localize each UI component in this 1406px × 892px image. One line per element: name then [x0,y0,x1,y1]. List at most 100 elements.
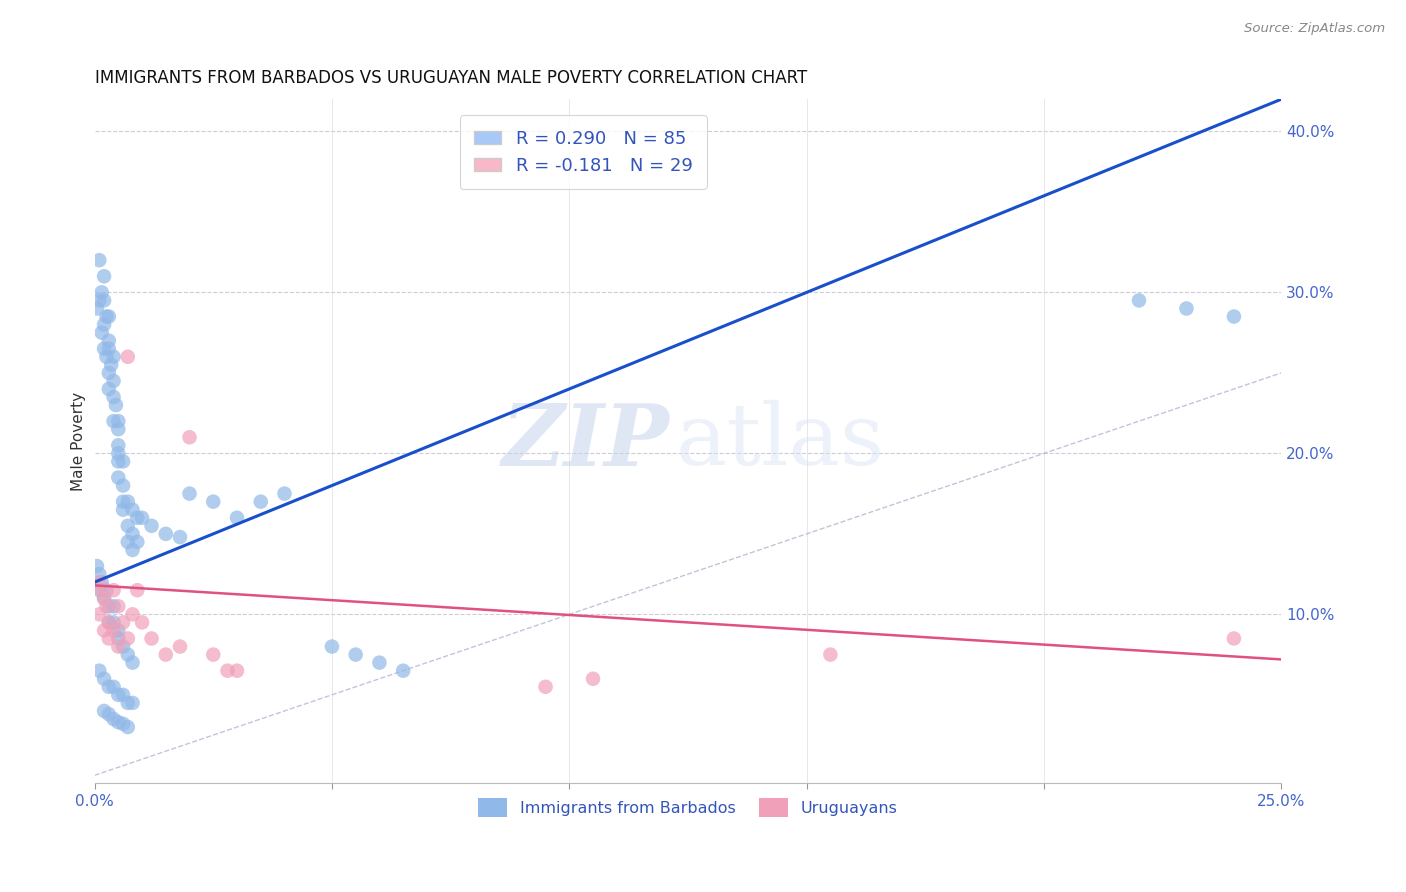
Point [103,583,125,598]
Point [103,374,125,388]
Point [117,696,139,710]
Point [103,599,125,614]
Point [141,632,163,646]
Point [86,559,108,574]
Point [97,707,120,722]
Point [103,680,125,694]
Point [96,350,118,364]
Point [93,342,115,356]
Point [202,494,225,508]
Text: Source: ZipAtlas.com: Source: ZipAtlas.com [1244,22,1385,36]
Point [90,326,112,340]
Point [93,704,115,718]
Point [112,615,135,630]
Point [93,591,115,606]
Point [112,640,135,654]
Point [131,510,153,524]
Point [103,712,125,726]
Point [96,583,118,598]
Point [97,334,120,348]
Point [582,672,605,686]
Point [103,624,125,638]
Point [1128,293,1150,308]
Point [97,632,120,646]
Point [107,446,129,460]
Point [103,390,125,404]
Point [90,583,112,598]
Point [117,648,139,662]
Point [112,688,135,702]
Point [820,648,842,662]
Point [392,664,415,678]
Point [89,583,111,598]
Point [141,518,163,533]
Point [121,526,143,541]
Point [107,414,129,428]
Point [112,494,135,508]
Point [89,607,111,622]
Point [321,640,343,654]
Point [1175,301,1198,316]
Point [273,486,295,500]
Point [96,310,118,324]
Point [117,632,139,646]
Point [97,615,120,630]
Point [93,269,115,284]
Point [97,382,120,396]
Point [117,720,139,734]
Point [107,640,129,654]
Point [368,656,391,670]
Point [100,358,122,372]
Point [104,398,127,412]
Point [127,583,149,598]
Point [93,591,115,606]
Point [97,366,120,380]
Point [107,438,129,452]
Point [226,664,249,678]
Point [169,530,191,544]
Point [103,350,125,364]
Point [107,454,129,468]
Point [96,599,118,614]
Point [107,624,129,638]
Point [1223,632,1246,646]
Point [121,656,143,670]
Point [112,478,135,492]
Point [93,624,115,638]
Point [97,680,120,694]
Point [117,535,139,549]
Point [107,422,129,436]
Point [107,599,129,614]
Point [93,293,115,308]
Point [93,672,115,686]
Text: atlas: atlas [676,400,886,483]
Point [103,615,125,630]
Point [179,486,201,500]
Text: IMMIGRANTS FROM BARBADOS VS URUGUAYAN MALE POVERTY CORRELATION CHART: IMMIGRANTS FROM BARBADOS VS URUGUAYAN MA… [94,69,807,87]
Text: ZIP: ZIP [502,400,671,483]
Point [127,510,149,524]
Point [112,454,135,468]
Point [155,526,177,541]
Point [121,543,143,558]
Point [179,430,201,444]
Y-axis label: Male Poverty: Male Poverty [72,392,86,491]
Point [97,599,120,614]
Point [89,664,111,678]
Point [112,716,135,731]
Point [121,607,143,622]
Point [534,680,557,694]
Point [97,615,120,630]
Point [89,575,111,590]
Point [202,648,225,662]
Point [226,510,249,524]
Point [169,640,191,654]
Point [121,696,143,710]
Point [112,502,135,516]
Point [107,715,129,730]
Point [89,293,111,308]
Point [344,648,367,662]
Point [1223,310,1246,324]
Point [89,567,111,582]
Point [86,301,108,316]
